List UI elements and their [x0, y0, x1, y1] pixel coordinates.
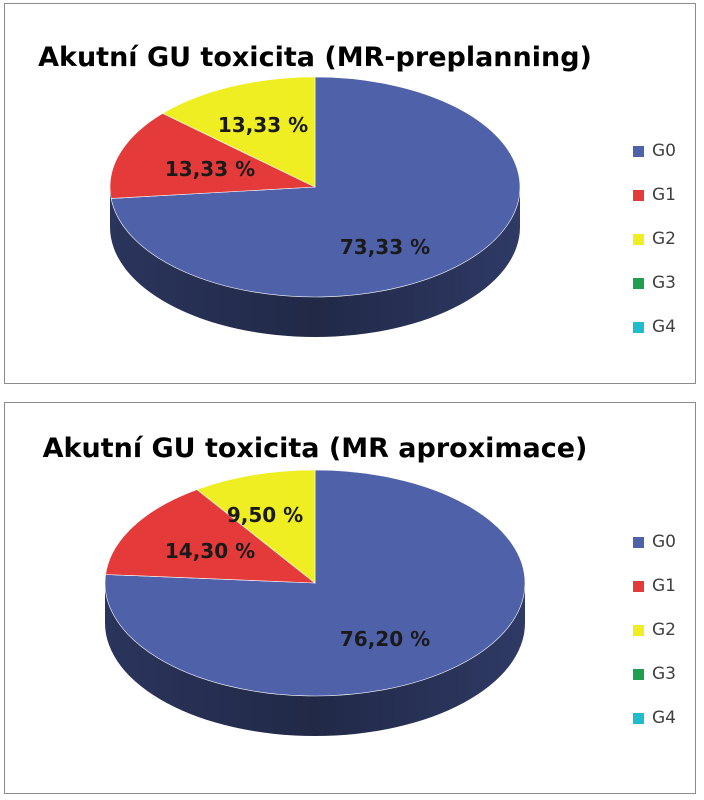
legend-item-g1: G1	[633, 184, 676, 206]
pie-side-wall	[110, 187, 520, 337]
legend-label: G2	[652, 620, 676, 640]
legend-item-g3: G3	[633, 663, 676, 685]
data-label-g2: 9,50 %	[227, 503, 303, 527]
legend-swatch	[633, 145, 644, 157]
pie-slice-g2	[196, 469, 316, 584]
legend: G0 G1 G2 G3 G4	[633, 531, 676, 751]
legend-label: G4	[652, 317, 676, 337]
legend: G0 G1 G2 G3 G4	[633, 140, 676, 360]
legend-swatch	[633, 321, 644, 333]
legend-swatch	[633, 189, 644, 201]
pie-chart: 76,20 % 14,30 % 9,50 %	[104, 469, 526, 736]
legend-label: G0	[652, 141, 676, 161]
legend-label: G1	[652, 185, 676, 205]
legend-label: G3	[652, 664, 676, 684]
legend-label: G0	[652, 532, 676, 552]
pie-side-wall	[105, 583, 525, 736]
legend-item-g4: G4	[633, 316, 676, 338]
pie-slice-g1	[109, 113, 317, 199]
data-label-g0: 73,33 %	[340, 235, 430, 259]
legend-item-g0: G0	[633, 140, 676, 162]
legend-swatch	[633, 277, 644, 289]
legend-item-g2: G2	[633, 228, 676, 250]
chart-panel-aproximace: Akutní GU toxicita (MR aproximace) 76,20…	[4, 402, 696, 794]
legend-label: G4	[652, 708, 676, 728]
legend-label: G3	[652, 273, 676, 293]
legend-item-g4: G4	[633, 707, 676, 729]
legend-swatch	[633, 536, 644, 548]
legend-item-g2: G2	[633, 619, 676, 641]
legend-swatch	[633, 233, 644, 245]
data-label-g1: 13,33 %	[165, 157, 255, 181]
chart-title: Akutní GU toxicita (MR-preplanning)	[38, 42, 592, 73]
chart-panel-preplanning: Akutní GU toxicita (MR-preplanning) 73,3…	[4, 3, 696, 384]
legend-swatch	[633, 712, 644, 724]
legend-item-g0: G0	[633, 531, 676, 553]
legend-swatch	[633, 624, 644, 636]
data-label-g1: 14,30 %	[165, 539, 255, 563]
pie-slice-g1	[105, 489, 316, 584]
data-label-g2: 13,33 %	[218, 113, 308, 137]
legend-label: G2	[652, 229, 676, 249]
pie-slice-g0	[104, 469, 526, 697]
legend-label: G1	[652, 576, 676, 596]
pie-slice-g2	[162, 76, 316, 188]
legend-item-g1: G1	[633, 575, 676, 597]
legend-swatch	[633, 668, 644, 680]
pie-chart: 73,33 % 13,33 % 13,33 %	[109, 76, 521, 337]
data-label-g0: 76,20 %	[340, 627, 430, 651]
chart-title: Akutní GU toxicita (MR aproximace)	[42, 433, 588, 464]
legend-swatch	[633, 580, 644, 592]
legend-item-g3: G3	[633, 272, 676, 294]
